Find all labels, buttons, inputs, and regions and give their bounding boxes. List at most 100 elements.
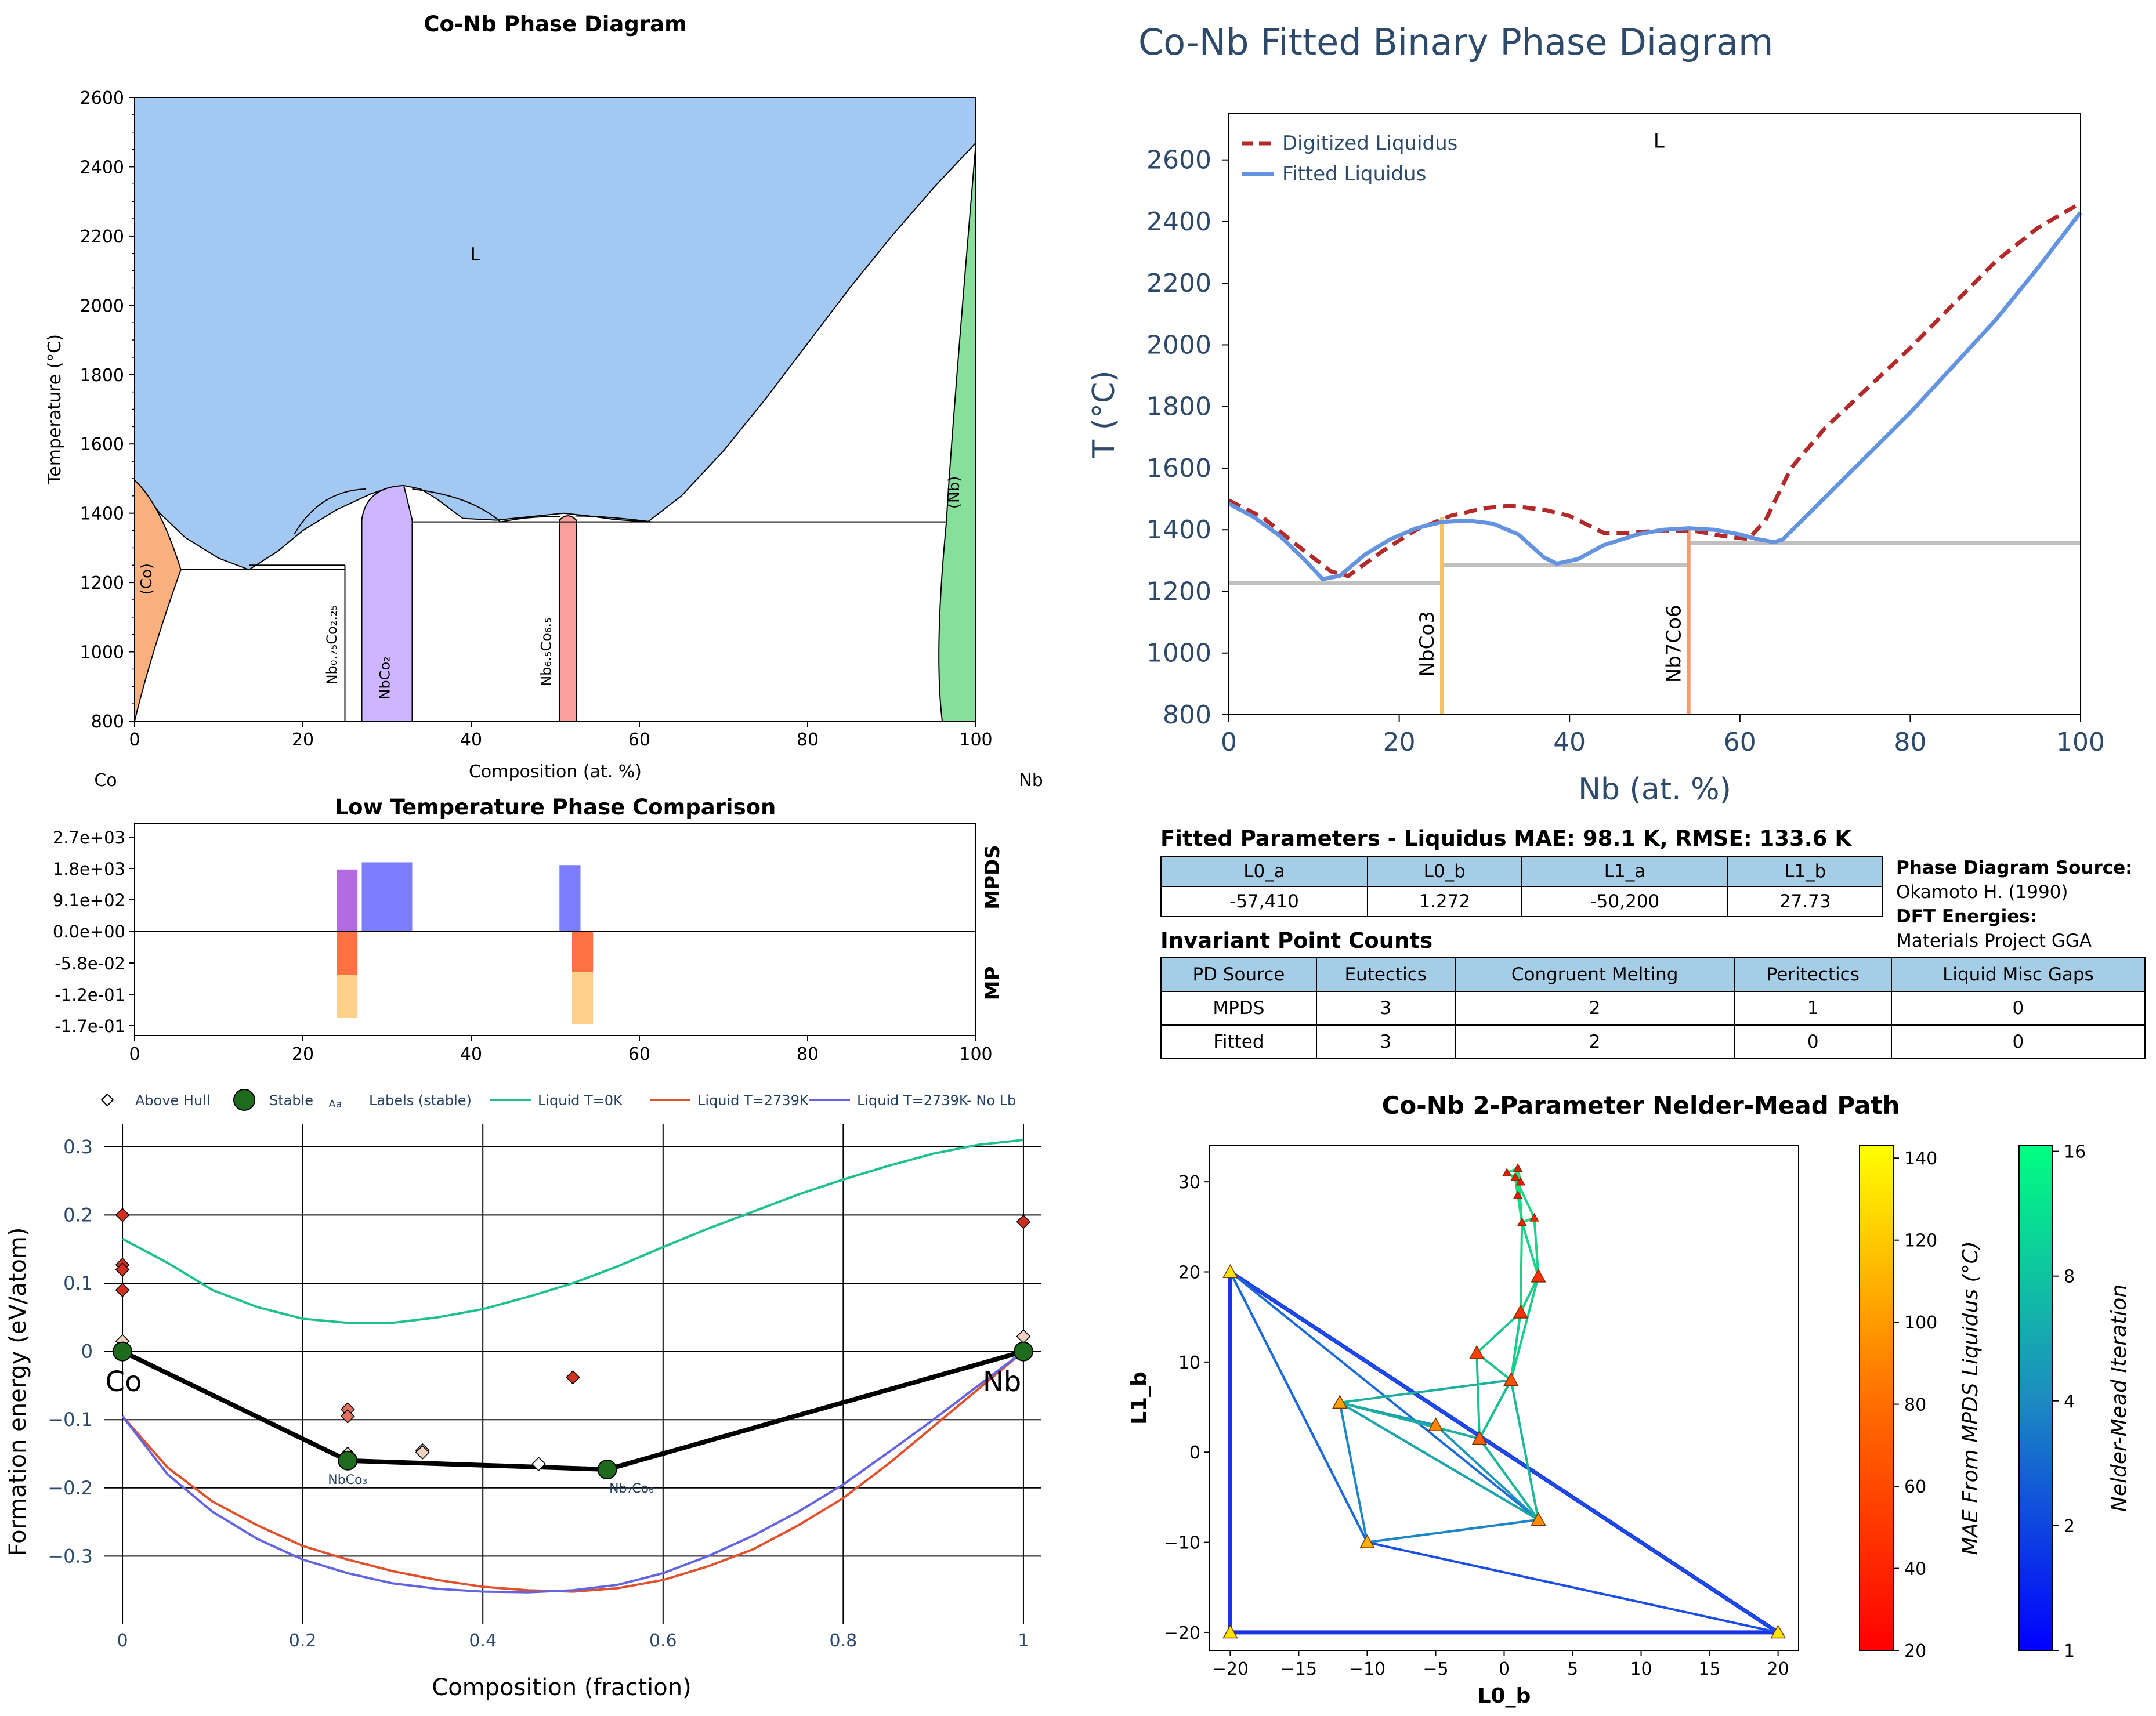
- mae-colorbar: [1859, 1145, 1894, 1651]
- y-tick-label: 1800: [1146, 392, 1211, 422]
- nb65co65-label: Nb₆.₅Co₆.₅: [538, 617, 555, 686]
- params-header: L1_a: [1521, 856, 1729, 887]
- x-axis-label: Composition (at. %): [469, 762, 642, 782]
- co-end-label: Co: [106, 1366, 142, 1398]
- mp-bar: [572, 931, 594, 972]
- simplex-vertex-marker: [1359, 1534, 1375, 1548]
- x-tick-label: 10: [1630, 1659, 1652, 1679]
- y-tick-label: 800: [1163, 700, 1211, 730]
- chart-title: Low Temperature Phase Comparison: [335, 795, 776, 820]
- x-tick-label: 20: [292, 1044, 314, 1065]
- simplex-vertex-marker: [1503, 1372, 1519, 1386]
- x-tick-label: 80: [797, 730, 819, 750]
- colorbar-tick-label: 4: [2064, 1392, 2075, 1412]
- mp-bar: [337, 931, 358, 975]
- above-hull-marker: [340, 1409, 355, 1424]
- plot-background: [1229, 114, 2081, 715]
- y-tick-label: 1800: [80, 365, 124, 386]
- x-tick-label: 100: [959, 730, 992, 750]
- invariant-cell: 0: [1890, 1024, 2146, 1059]
- x-tick-label: 0: [129, 1044, 140, 1065]
- plot-frame: [134, 823, 976, 1036]
- x-tick-label: 100: [2056, 727, 2105, 757]
- colorbar-tick-label: 16: [2064, 1142, 2086, 1163]
- dft-value: Materials Project GGA: [1896, 931, 2092, 951]
- params-header: L1_b: [1727, 856, 1883, 887]
- y-tick-label: 0.1: [63, 1272, 93, 1294]
- x-tick-label: 60: [1724, 727, 1756, 757]
- y-tick-label: 10: [1178, 1353, 1200, 1373]
- params-value: -57,410: [1160, 886, 1368, 917]
- x-axis-label: Composition (fraction): [432, 1674, 691, 1701]
- y-tick-label: 1200: [1146, 577, 1211, 606]
- y-tick-label: 30: [1178, 1172, 1200, 1193]
- nb-solid-solution-region: [938, 143, 976, 722]
- stable-marker: [338, 1450, 358, 1471]
- x-tick-label: 0.2: [289, 1631, 317, 1651]
- y-tick-label: 1400: [80, 504, 124, 524]
- invariant-table: PD Source Eutectics Congruent Melting Pe…: [1160, 957, 2146, 1059]
- y-tick-label: -1.2e-01: [55, 985, 125, 1005]
- liquid-curve: [121, 1351, 1025, 1593]
- mpds-side-label: MPDS: [981, 845, 1004, 909]
- x-tick-label: 40: [460, 1044, 482, 1065]
- y-tick-label: -5.8e-02: [55, 954, 125, 973]
- colorbar-tick-label: 80: [1904, 1395, 1926, 1415]
- simplex-vertex-marker: [1513, 1304, 1529, 1319]
- source-info: Phase Diagram Source: Okamoto H. (1990) …: [1896, 856, 2133, 953]
- phase-boundary-line: [575, 515, 652, 523]
- invariant-cell: 2: [1454, 991, 1735, 1026]
- left-element-label: Co: [94, 770, 117, 791]
- mp-bar: [572, 972, 594, 1024]
- fitted-liquidus-line: [1228, 211, 2082, 581]
- y-tick-label: 2200: [1146, 269, 1211, 298]
- colorbar-tick-label: 120: [1904, 1231, 1937, 1251]
- x-tick-label: 40: [1553, 727, 1586, 757]
- params-header: L0_a: [1160, 856, 1368, 887]
- chart-title: Co-Nb 2-Parameter Nelder-Mead Path: [1382, 1091, 1900, 1120]
- x-tick-label: −10: [1349, 1659, 1386, 1679]
- liquid-curve: [122, 1139, 1024, 1324]
- mpds-bar: [337, 869, 358, 931]
- legend-label: Liquid T=2739K: [697, 1092, 809, 1109]
- y-tick-label: 2.7e+03: [53, 828, 125, 848]
- x-tick-label: 20: [1767, 1659, 1789, 1679]
- stable-phase-label: NbCo₃: [328, 1473, 367, 1487]
- above-hull-marker: [1016, 1329, 1031, 1344]
- nb65co65-phase-region: [559, 515, 577, 722]
- above-hull-marker: [531, 1457, 546, 1472]
- y-axis-label: L1_b: [1127, 1371, 1151, 1425]
- invariant-cell: 0: [1734, 1024, 1892, 1059]
- above-hull-marker: [415, 1445, 430, 1460]
- y-tick-label: 2400: [1146, 207, 1211, 237]
- y-tick-label: −10: [1164, 1533, 1200, 1554]
- y-tick-label: 2400: [80, 157, 124, 178]
- above-hull-marker: [1016, 1214, 1031, 1229]
- legend-label: Liquid T=0K: [538, 1092, 623, 1109]
- co-solid-solution-region: [134, 479, 182, 722]
- nb-phase-label: (Nb): [946, 476, 963, 509]
- nbco2-label: NbCo₂: [377, 656, 393, 699]
- x-tick-label: 80: [797, 1044, 819, 1065]
- x-tick-label: 15: [1698, 1659, 1720, 1679]
- params-value: -50,200: [1521, 886, 1729, 917]
- legend-above-hull-marker: [100, 1093, 114, 1107]
- source-value: Okamoto H. (1990): [1896, 882, 2068, 903]
- right-element-label: Nb: [1019, 770, 1043, 791]
- invariant-header: Eutectics: [1315, 957, 1456, 992]
- legend-fitted-label: Fitted Liquidus: [1282, 162, 1426, 186]
- liquid-label: L: [1654, 129, 1665, 153]
- legend-label: Stable: [269, 1092, 313, 1109]
- colorbar-tick-label: 60: [1904, 1477, 1926, 1497]
- x-tick-label: 20: [292, 730, 314, 750]
- nbco2-phase-region: [361, 484, 413, 722]
- y-tick-label: 1600: [80, 435, 124, 455]
- colorbar-tick-label: 40: [1904, 1559, 1926, 1580]
- colorbar-tick-label: 8: [2064, 1267, 2075, 1287]
- simplex-vertex-marker: [1332, 1395, 1348, 1409]
- phase-boundary-line: [294, 488, 366, 535]
- above-hull-marker: [115, 1262, 130, 1277]
- nb075co225-label: Nb₀.₇₅Co₂.₂₅: [324, 605, 340, 685]
- convex-hull-line: [121, 1349, 1024, 1472]
